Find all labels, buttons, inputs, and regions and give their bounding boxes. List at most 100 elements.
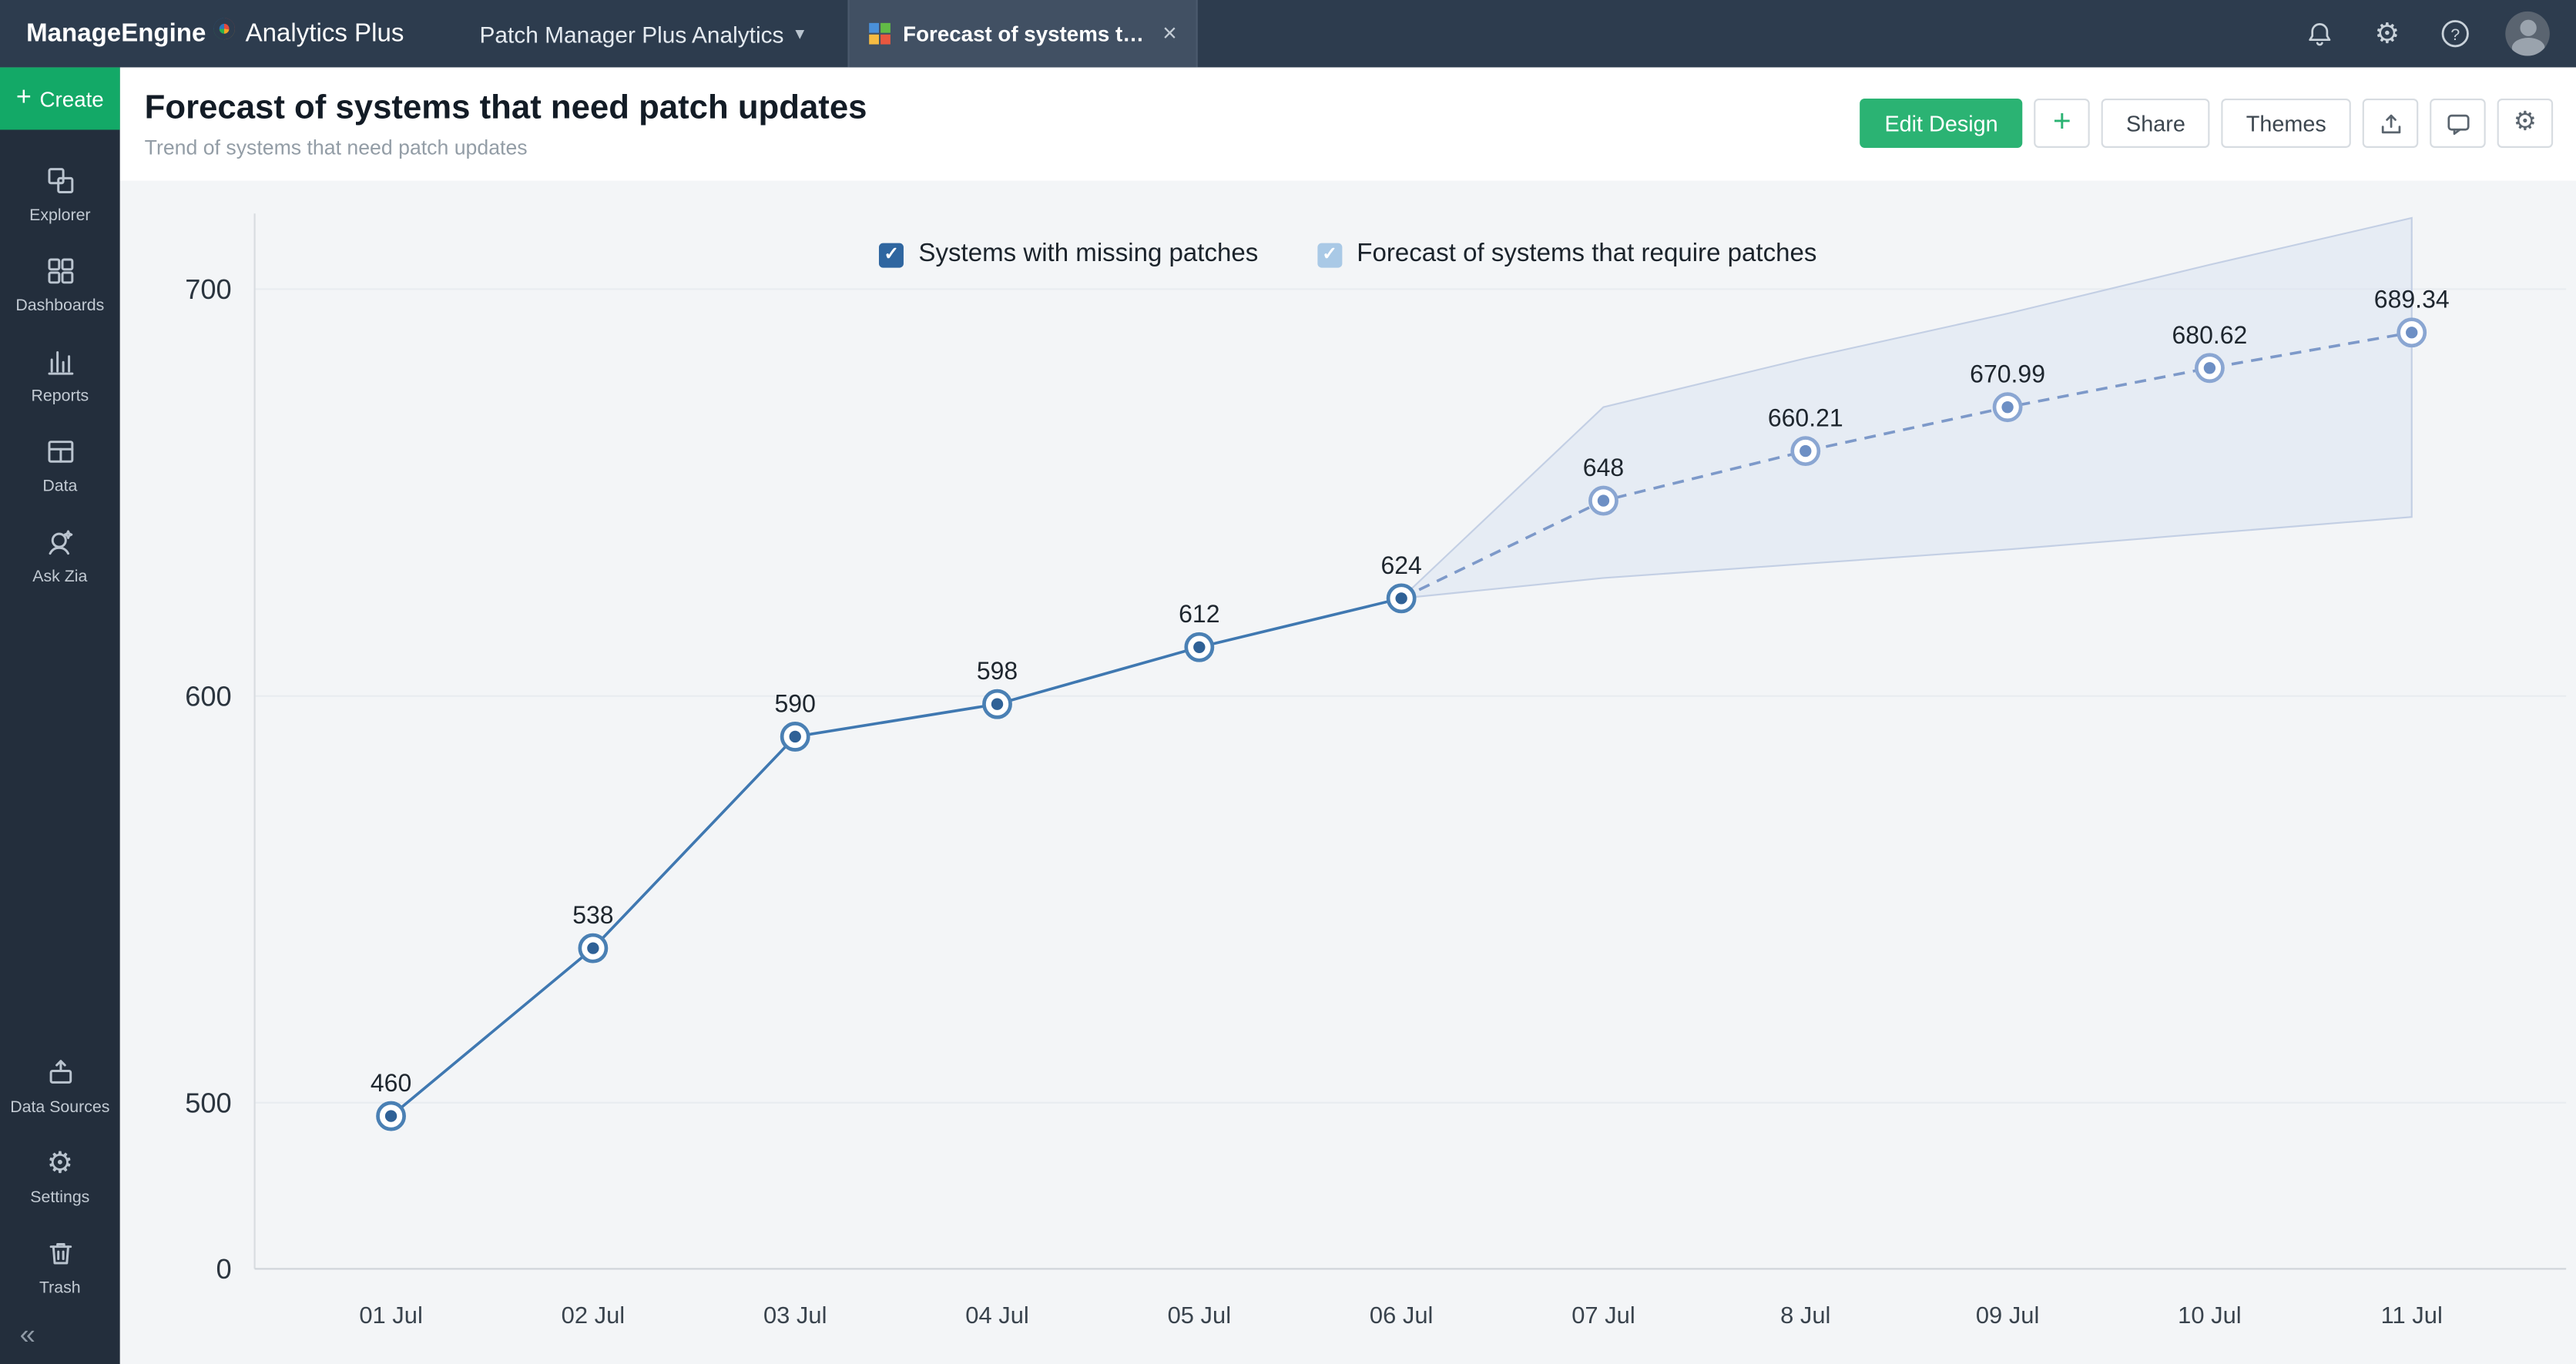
x-tick-label: 01 Jul bbox=[359, 1302, 422, 1329]
gear-icon: ⚙ bbox=[2513, 108, 2537, 137]
settings-gear-icon[interactable]: ⚙ bbox=[2374, 18, 2400, 49]
trash-icon bbox=[44, 1236, 77, 1269]
data-label: 689.34 bbox=[2374, 286, 2450, 313]
brand-logo: ManageEngine Analytics Plus bbox=[0, 18, 404, 49]
forecast-line-chart: 460 538 590 598 612 624 648 660.21 670.99 680.62 6… bbox=[185, 213, 2567, 1329]
page-title: Forecast of systems that need patch upda… bbox=[144, 89, 867, 127]
data-point-dot bbox=[1597, 494, 1610, 507]
series-line bbox=[1400, 330, 2413, 600]
help-glyph: ? bbox=[2450, 25, 2459, 44]
data-table-icon bbox=[44, 435, 77, 468]
workspace-selector[interactable]: Patch Manager Plus Analytics ▾ bbox=[479, 21, 804, 47]
y-tick-label: 600 bbox=[185, 680, 231, 712]
tab-forecast-report[interactable]: Forecast of systems tha... × bbox=[847, 0, 1199, 68]
data-label: 590 bbox=[775, 689, 816, 717]
chart-panel: ✓ Systems with missing patches ✓ Forecas… bbox=[119, 180, 2576, 1364]
data-label: 680.62 bbox=[2172, 321, 2247, 349]
share-button[interactable]: Share bbox=[2101, 98, 2210, 148]
sidebar-item-label: Data bbox=[42, 478, 78, 497]
notifications-bell-icon[interactable] bbox=[2303, 17, 2336, 50]
data-label: 648 bbox=[1583, 454, 1624, 481]
sidebar-item-label: Settings bbox=[30, 1188, 90, 1207]
header-actions: Edit Design + Share Themes ⚙ bbox=[1860, 98, 2554, 148]
sidebar-item-trash[interactable]: Trash bbox=[0, 1222, 120, 1312]
checkbox-checked-icon[interactable]: ✓ bbox=[879, 242, 904, 267]
data-label: 660.21 bbox=[1768, 404, 1843, 432]
settings-gear-icon: ⚙ bbox=[46, 1145, 74, 1179]
user-avatar[interactable] bbox=[2505, 11, 2550, 56]
data-sources-icon bbox=[44, 1055, 77, 1088]
data-point-dot bbox=[1800, 444, 1812, 457]
legend-label: Forecast of systems that require patches bbox=[1357, 240, 1817, 268]
x-tick-label: 8 Jul bbox=[1780, 1302, 1830, 1329]
data-point-dot bbox=[2203, 362, 2216, 374]
data-point-dot bbox=[789, 730, 801, 743]
data-label: 624 bbox=[1380, 551, 1421, 579]
x-tick-label: 05 Jul bbox=[1168, 1302, 1231, 1329]
create-button[interactable]: + Create bbox=[0, 67, 120, 130]
x-tick-label: 09 Jul bbox=[1976, 1302, 2039, 1329]
sidebar-top-group: Explorer Dashboards Reports Data bbox=[0, 149, 120, 601]
export-icon bbox=[2380, 113, 2400, 133]
collapse-sidebar-icon[interactable]: « bbox=[19, 1318, 35, 1349]
data-label: 460 bbox=[371, 1069, 411, 1097]
topbar: ManageEngine Analytics Plus Patch Manage… bbox=[0, 0, 2576, 68]
main-content: Forecast of systems that need patch upda… bbox=[119, 67, 2576, 1364]
series-line bbox=[390, 597, 1402, 1118]
y-tick-label: 700 bbox=[185, 273, 231, 305]
data-point-dot bbox=[2406, 327, 2418, 339]
sidebar-item-explorer[interactable]: Explorer bbox=[0, 149, 120, 240]
sidebar-item-label: Ask Zia bbox=[32, 568, 88, 587]
chevron-down-icon: ▾ bbox=[795, 24, 805, 45]
report-header: Forecast of systems that need patch upda… bbox=[119, 67, 2576, 181]
comments-button[interactable] bbox=[2430, 98, 2486, 148]
sidebar-item-label: Explorer bbox=[29, 206, 91, 226]
plus-icon: + bbox=[15, 83, 32, 112]
legend-item-forecast[interactable]: ✓ Forecast of systems that require patch… bbox=[1317, 240, 1816, 269]
data-point-dot bbox=[384, 1110, 397, 1122]
x-tick-label: 10 Jul bbox=[2178, 1302, 2241, 1329]
brand-manageengine: ManageEngine bbox=[26, 18, 206, 47]
legend-label: Systems with missing patches bbox=[918, 240, 1259, 268]
sidebar-item-label: Reports bbox=[31, 387, 89, 406]
checkbox-checked-icon[interactable]: ✓ bbox=[1317, 242, 1343, 267]
add-button[interactable]: + bbox=[2034, 98, 2091, 148]
sidebar: + Create Explorer Dashboards Reports bbox=[0, 67, 120, 1364]
topbar-actions: ⚙ ? bbox=[2303, 11, 2576, 56]
legend-item-missing-patches[interactable]: ✓ Systems with missing patches bbox=[879, 240, 1258, 269]
sidebar-item-settings[interactable]: ⚙ Settings bbox=[0, 1131, 120, 1221]
forecast-band bbox=[1399, 216, 2413, 600]
sidebar-item-data[interactable]: Data bbox=[0, 421, 120, 511]
chart-settings-button[interactable]: ⚙ bbox=[2497, 98, 2554, 148]
sidebar-collapse-row: « bbox=[0, 1312, 120, 1364]
page-subtitle: Trend of systems that need patch updates bbox=[144, 136, 528, 159]
x-tick-label: 04 Jul bbox=[965, 1302, 1028, 1329]
data-label: 598 bbox=[977, 657, 1018, 685]
dashboards-icon bbox=[44, 255, 77, 288]
x-tick-label: 06 Jul bbox=[1370, 1302, 1433, 1329]
data-label: 670.99 bbox=[1970, 360, 2045, 388]
close-icon[interactable]: × bbox=[1162, 19, 1177, 48]
sidebar-item-dashboards[interactable]: Dashboards bbox=[0, 240, 120, 330]
x-tick-label: 02 Jul bbox=[562, 1302, 625, 1329]
y-tick-label: 0 bbox=[216, 1253, 232, 1285]
data-label: 612 bbox=[1179, 600, 1219, 628]
data-point-dot bbox=[2001, 400, 2014, 414]
sidebar-item-label: Dashboards bbox=[15, 297, 105, 316]
explorer-icon bbox=[44, 164, 77, 197]
ask-zia-icon bbox=[44, 525, 77, 558]
create-label: Create bbox=[39, 85, 104, 111]
data-point-dot bbox=[991, 698, 1004, 710]
sidebar-item-data-sources[interactable]: Data Sources bbox=[0, 1041, 120, 1131]
x-tick-label: 07 Jul bbox=[1571, 1302, 1635, 1329]
data-label: 538 bbox=[572, 901, 613, 929]
report-grid-icon bbox=[868, 22, 891, 45]
themes-button[interactable]: Themes bbox=[2221, 98, 2351, 148]
sidebar-item-reports[interactable]: Reports bbox=[0, 330, 120, 421]
sidebar-item-ask-zia[interactable]: Ask Zia bbox=[0, 511, 120, 601]
edit-design-button[interactable]: Edit Design bbox=[1860, 98, 2023, 148]
sidebar-bottom-group: Data Sources ⚙ Settings Trash bbox=[0, 1041, 120, 1312]
help-icon[interactable]: ? bbox=[2438, 17, 2471, 50]
export-button[interactable] bbox=[2362, 98, 2419, 148]
